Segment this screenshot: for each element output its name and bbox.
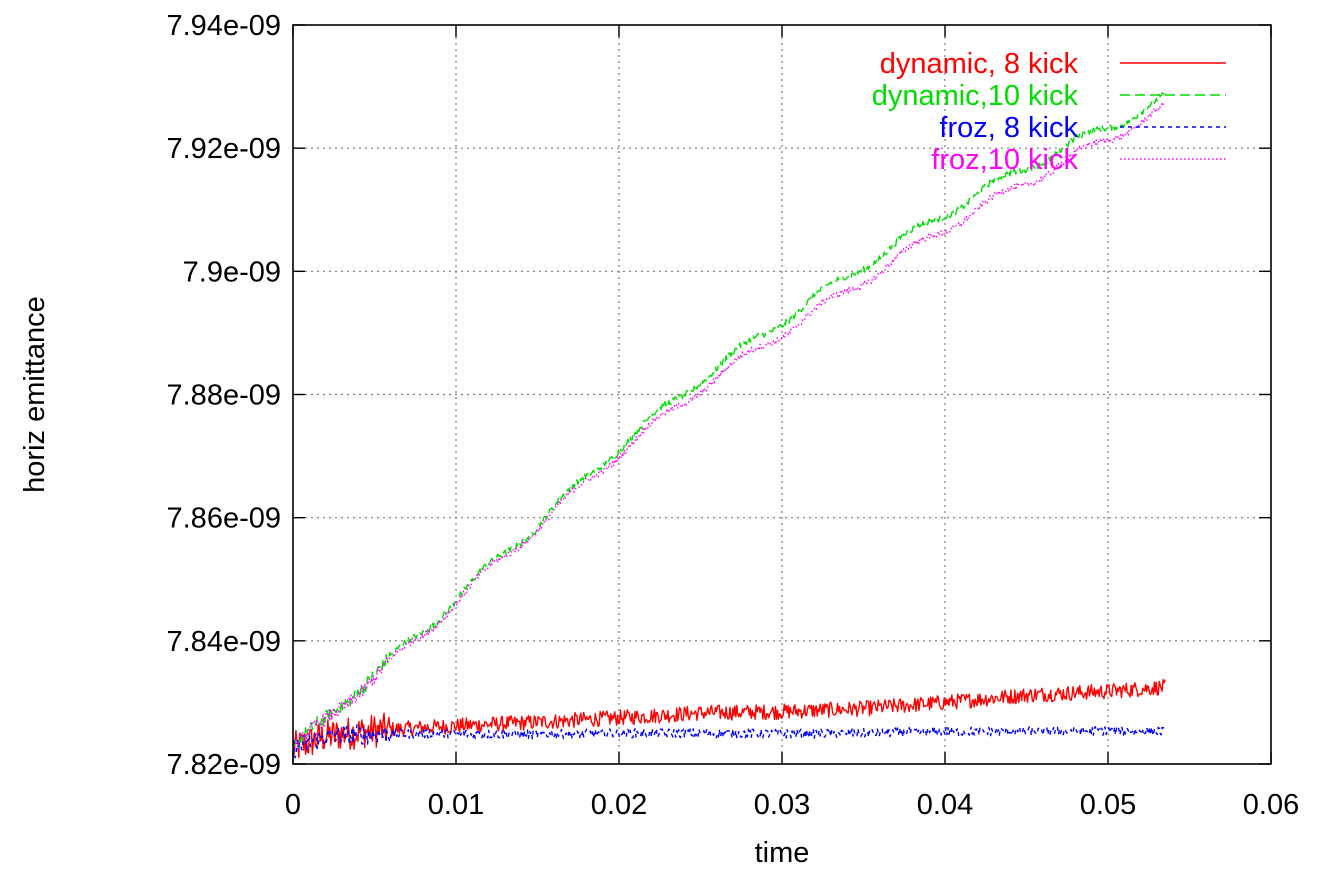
- series-line-froz-8-kick: [292, 724, 1166, 759]
- series-line-dynamic-10-kick: [292, 92, 1166, 749]
- y-tick-label: 7.88e-09: [167, 380, 282, 412]
- y-tick-label: 7.94e-09: [167, 10, 282, 42]
- plot-frame: [292, 24, 1272, 765]
- axis-ticks: [292, 24, 1272, 765]
- series-line-froz-10-kick: [292, 101, 1166, 756]
- x-axis-label: time: [755, 837, 810, 869]
- x-tick-label: 0: [285, 789, 301, 821]
- x-tick-label: 0.02: [591, 789, 647, 821]
- series-line-dynamic-8-kick: [292, 678, 1166, 759]
- x-tick-label: 0.03: [754, 789, 810, 821]
- legend-label-dynamic-10-kick: dynamic,10 kick: [872, 80, 1079, 112]
- y-tick-labels: 7.82e-09 7.84e-09 7.86e-09 7.88e-09 7.9e-09 7…: [167, 10, 282, 781]
- legend-label-froz-10-kick: froz,10 kick: [931, 144, 1078, 176]
- x-tick-label: 0.05: [1080, 789, 1136, 821]
- x-tick-label: 0.04: [917, 789, 973, 821]
- x-tick-label: 0.06: [1243, 789, 1299, 821]
- y-tick-label: 7.82e-09: [167, 749, 282, 781]
- y-tick-label: 7.84e-09: [167, 626, 282, 658]
- y-tick-label: 7.9e-09: [183, 256, 281, 288]
- legend-label-froz-8-kick: froz, 8 kick: [939, 112, 1078, 144]
- x-tick-label: 0.01: [428, 789, 484, 821]
- y-axis-label: horiz emittance: [19, 296, 51, 493]
- y-tick-label: 7.86e-09: [167, 503, 282, 535]
- x-tick-labels: 0 0.01 0.02 0.03 0.04 0.05 0.06: [285, 789, 1299, 821]
- series-layer: [292, 92, 1166, 759]
- legend-label-dynamic-8-kick: dynamic, 8 kick: [880, 48, 1079, 80]
- y-tick-label: 7.92e-09: [167, 133, 282, 165]
- grid-lines: [293, 25, 1271, 764]
